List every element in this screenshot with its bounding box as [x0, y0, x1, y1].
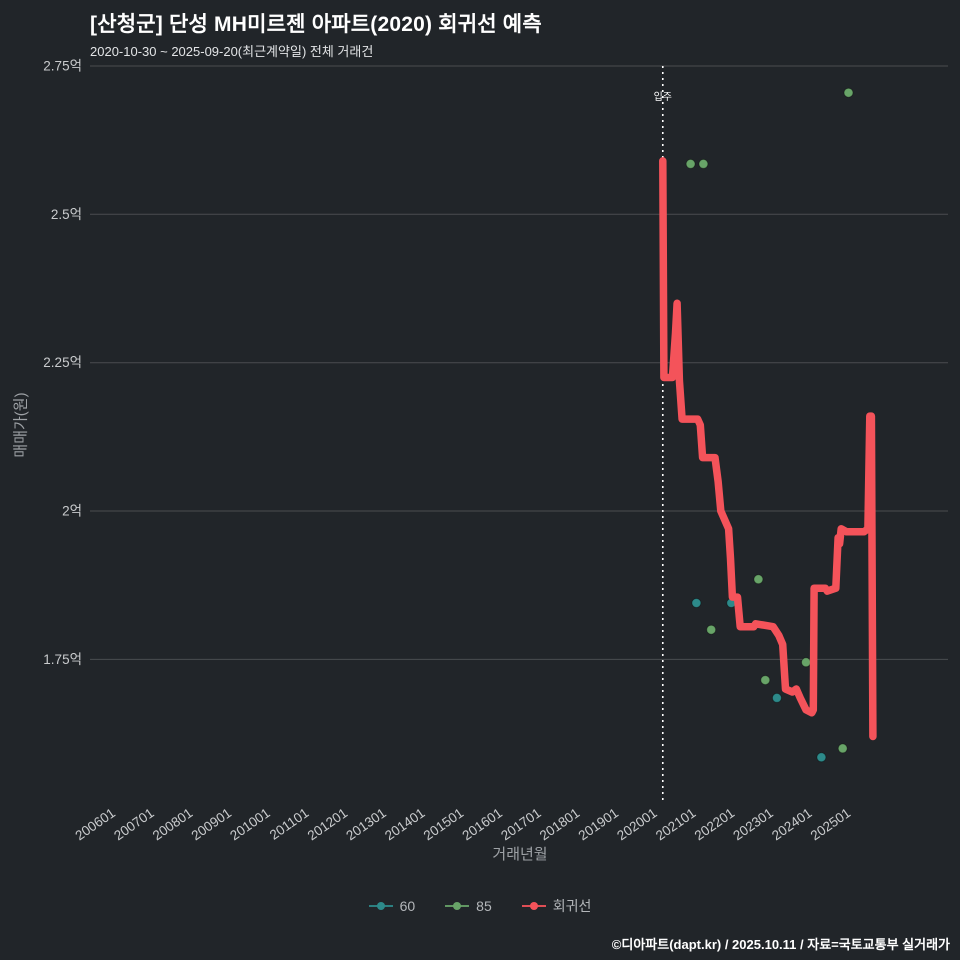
x-tick-label: 201201 — [305, 805, 351, 843]
data-point-85 — [685, 158, 696, 169]
y-tick-label: 2.25억 — [43, 355, 82, 370]
x-tick-label: 202401 — [769, 805, 815, 843]
x-tick-label: 202501 — [808, 805, 854, 843]
x-tick-label: 202201 — [692, 805, 738, 843]
x-tick-label: 202001 — [614, 805, 660, 843]
page-subtitle: 2020-10-30 ~ 2025-09-20(최근계약일) 전체 거래건 — [90, 44, 374, 59]
x-tick-label: 202101 — [653, 805, 699, 843]
x-tick-label: 201701 — [498, 805, 544, 843]
x-tick-label: 201001 — [227, 805, 273, 843]
y-tick-label: 2억 — [62, 504, 82, 519]
x-tick-label: 201901 — [576, 805, 622, 843]
x-tick-label: 201801 — [537, 805, 583, 843]
data-point-85 — [760, 675, 771, 686]
legend-item-60: 60 — [368, 898, 416, 914]
x-tick-label: 201301 — [343, 805, 389, 843]
legend-marker-icon — [445, 901, 470, 911]
chart-canvas: 2.75억2.5억2.25억2억1.75억2006012007012008012… — [43, 59, 948, 843]
x-tick-label: 201401 — [382, 805, 428, 843]
y-tick-label: 2.75억 — [43, 59, 82, 74]
x-tick-label: 200801 — [150, 805, 196, 843]
data-point-60 — [816, 752, 827, 763]
page-title: [산청군] 단성 MH미르젠 아파트(2020) 회귀선 예측 — [90, 13, 542, 36]
data-point-85 — [753, 574, 764, 585]
data-point-60 — [691, 598, 702, 608]
legend-label: 60 — [399, 898, 416, 914]
data-point-85 — [706, 624, 717, 635]
move-in-label: 입주 — [654, 90, 672, 103]
y-axis-title: 매매가(원) — [12, 392, 30, 458]
y-tick-label: 2.5억 — [51, 207, 82, 222]
regression-line — [659, 157, 877, 741]
legend-marker-icon — [521, 901, 546, 911]
x-tick-label: 200701 — [111, 805, 157, 843]
x-axis-title: 거래년월 — [492, 846, 548, 863]
data-point-60 — [771, 692, 782, 703]
legend-item-85: 85 — [445, 898, 492, 914]
x-tick-label: 201601 — [459, 805, 505, 843]
legend-label: 85 — [476, 898, 492, 914]
x-tick-label: 202301 — [730, 805, 776, 843]
y-tick-label: 1.75억 — [43, 652, 82, 667]
x-tick-label: 200901 — [189, 805, 235, 843]
legend-marker-icon — [368, 901, 393, 911]
footer-credit: ©디아파트(dapt.kr) / 2025.10.11 / 자료=국토교통부 실… — [611, 937, 950, 952]
legend: 60 85 회귀선 — [0, 896, 960, 916]
legend-label: 회귀선 — [552, 898, 592, 914]
data-point-85 — [801, 657, 811, 668]
x-tick-label: 201101 — [267, 805, 312, 843]
data-point-85 — [843, 87, 854, 98]
x-tick-label: 201501 — [421, 805, 467, 843]
data-point-85 — [698, 158, 709, 169]
data-point-85 — [837, 743, 848, 754]
legend-item-회귀선: 회귀선 — [521, 896, 592, 916]
x-tick-label: 200601 — [72, 805, 118, 843]
